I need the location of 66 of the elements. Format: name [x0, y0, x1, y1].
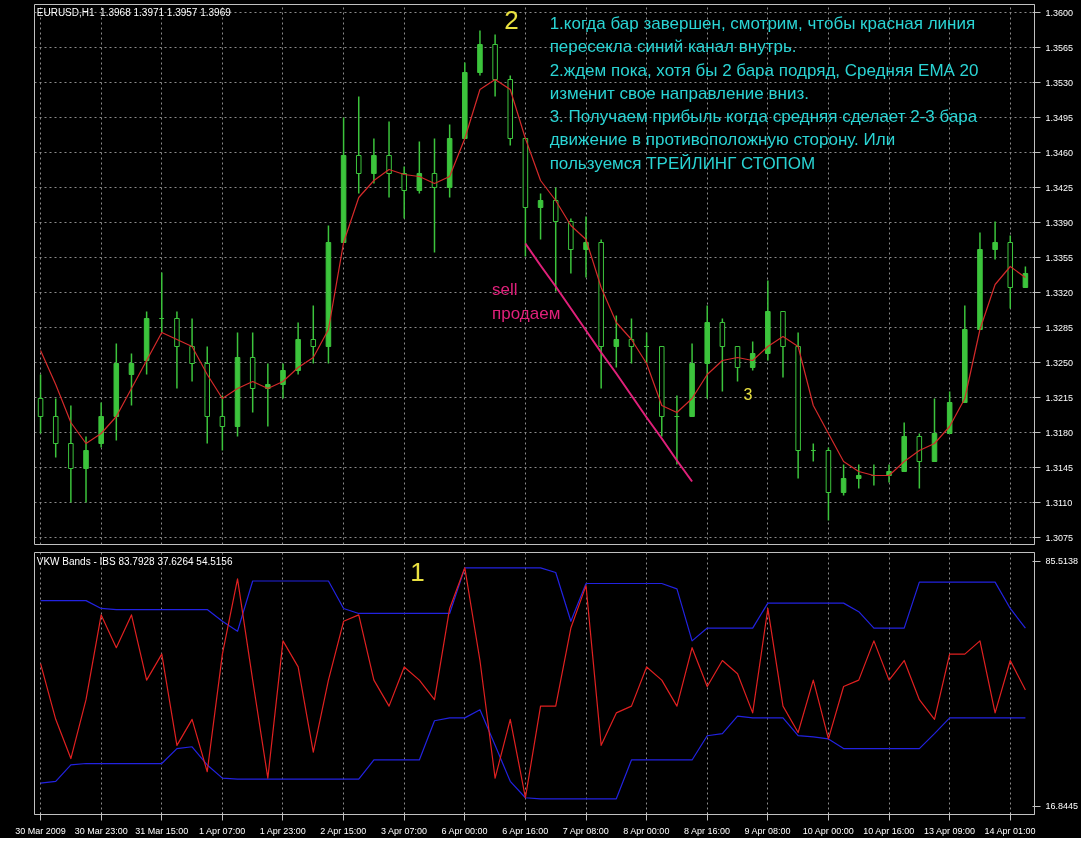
- annotation: 1.когда бар завершен, смотрим, чтобы красная линия пересекла синий канал внутрь. 2.ждем пока, хотя бы 2 бара подряд, Средняя ЕМА 20 изменит свое направление вниз. 3. Получаем прибыль когда средняя сделает 2-3 бара движение в противоположную сторону. Или пользуемся ТРЕЙЛИНГ СТОПОМ: [549, 14, 979, 173]
- candlestick: [992, 220, 998, 261]
- candlestick: [613, 314, 620, 369]
- y-tick-label: 1.3600: [1045, 7, 1074, 18]
- chart-title: EURUSD,H1 1.3968 1.3971 1.3957 1.3969: [36, 6, 232, 18]
- y-tick-label: 1.3145: [1045, 462, 1074, 473]
- candlestick: [219, 394, 226, 452]
- y-tick-label: 1.3565: [1045, 42, 1074, 53]
- y-tick-label: 1.3110: [1045, 497, 1073, 508]
- x-tick-label: 30 Mar 23:00: [74, 825, 128, 836]
- y-tick-label: 16.8445: [1045, 801, 1079, 812]
- candlestick: [128, 352, 135, 407]
- x-tick-label: 13 Apr 09:00: [923, 825, 975, 836]
- y-tick-label: 1.3075: [1045, 532, 1074, 543]
- annotation: продаем: [492, 304, 561, 324]
- candlestick: [719, 317, 726, 393]
- candlestick: [280, 362, 286, 400]
- x-tick-label: 30 Mar 2009: [15, 825, 66, 836]
- candlestick: [83, 435, 89, 504]
- candlestick: [310, 304, 317, 365]
- x-tick-label: 10 Apr 16:00: [863, 825, 915, 836]
- y-tick-label: 1.3530: [1045, 77, 1074, 88]
- annotation: sell: [492, 279, 518, 299]
- candlestick: [1022, 265, 1029, 289]
- y-tick-label: 1.3460: [1045, 147, 1074, 158]
- annotation: 3: [743, 385, 753, 403]
- annotation: 1: [410, 556, 425, 587]
- x-tick-label: 2 Apr 15:00: [320, 825, 367, 836]
- y-tick-label: 1.3495: [1045, 112, 1074, 123]
- x-tick-label: 6 Apr 00:00: [441, 825, 488, 836]
- y-tick-label: 1.3355: [1045, 252, 1074, 263]
- candlestick: [386, 120, 392, 199]
- candlestick: [855, 463, 862, 490]
- candlestick: [37, 373, 44, 435]
- x-tick-label: 10 Apr 00:00: [802, 825, 854, 836]
- line-series: [39, 709, 1027, 800]
- x-tick-label: 3 Apr 07:00: [380, 825, 427, 836]
- candlestick: [749, 340, 756, 372]
- y-tick-label: 1.3320: [1045, 287, 1074, 298]
- x-tick-label: 9 Apr 08:00: [744, 825, 791, 836]
- x-tick-label: 7 Apr 08:00: [562, 825, 609, 836]
- chart-title: VKW Bands - IBS 83.7928 37.6264 54.5156: [36, 555, 233, 567]
- candlestick: [371, 137, 377, 185]
- x-tick-label: 31 Mar 15:00: [135, 825, 189, 836]
- x-tick-label: 1 Apr 07:00: [199, 825, 246, 836]
- y-tick-label: 1.3250: [1045, 357, 1074, 368]
- y-tick-label: 85.5138: [1045, 556, 1079, 567]
- annotation: 2: [504, 4, 519, 35]
- candlestick: [401, 165, 407, 220]
- y-tick-label: 1.3425: [1045, 182, 1074, 193]
- x-tick-label: 14 Apr 01:00: [984, 825, 1036, 836]
- x-tick-label: 6 Apr 16:00: [502, 825, 549, 836]
- x-tick-label: 8 Apr 16:00: [683, 825, 731, 836]
- candlestick: [189, 317, 195, 383]
- candlestick: [416, 140, 423, 195]
- candlestick: [537, 192, 544, 241]
- candlestick: [355, 95, 362, 195]
- y-tick-label: 1.3215: [1045, 392, 1074, 403]
- candlestick: [552, 186, 559, 293]
- x-tick-label: 1 Apr 23:00: [259, 825, 306, 836]
- y-tick-label: 1.3285: [1045, 322, 1074, 333]
- line-series: [39, 78, 1027, 477]
- y-tick-label: 1.3390: [1045, 217, 1074, 228]
- candlestick: [840, 463, 847, 497]
- y-tick-label: 1.3180: [1045, 427, 1074, 438]
- x-tick-label: 8 Apr 00:00: [623, 825, 670, 836]
